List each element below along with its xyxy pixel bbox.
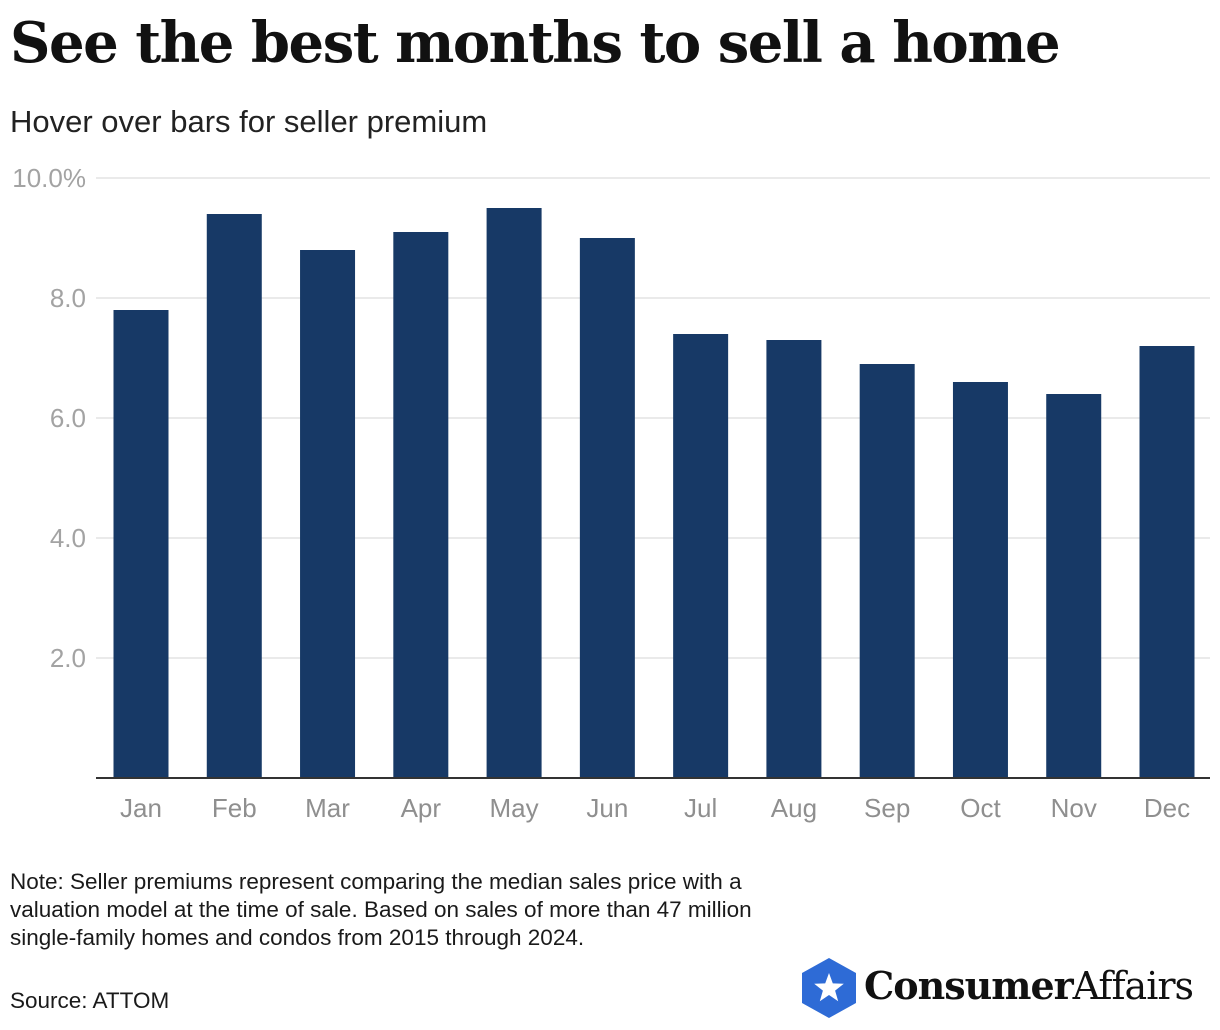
- brand-logo: ConsumerAffairs: [800, 955, 1215, 1021]
- y-tick-label: 10.0%: [12, 163, 86, 193]
- bar-may[interactable]: May: 9.5%: [486, 208, 542, 778]
- bar-oct[interactable]: Oct: 6.6%: [952, 382, 1008, 778]
- bars: Jan: 7.8% Feb: 9.4% Mar: 8.8% Apr: 9.1% May:…: [113, 208, 1195, 778]
- bar-nov[interactable]: Nov: 6.4%: [1046, 394, 1102, 778]
- chart-title: See the best months to sell a home: [10, 10, 1061, 76]
- footnote: Note: Seller premiums represent comparin…: [10, 869, 752, 950]
- x-tick-label: Aug: [771, 793, 817, 823]
- x-tick-label: Oct: [960, 793, 1001, 823]
- y-tick-label: 6.0: [50, 403, 86, 433]
- x-axis-labels: Jan Feb Mar Apr May Jun Jul Aug Sep Oct Nov Dec: [120, 793, 1190, 823]
- y-axis-labels: 2.0 4.0 6.0 8.0 10.0%: [12, 163, 86, 673]
- x-tick-label: Mar: [305, 793, 350, 823]
- y-tick-label: 4.0: [50, 523, 86, 553]
- x-tick-label: Sep: [864, 793, 910, 823]
- x-tick-label: Jun: [586, 793, 628, 823]
- chart-subtitle: Hover over bars for seller premium: [10, 104, 488, 139]
- bar-chart: 2.0 4.0 6.0 8.0 10.0% Jan: 7.8% Feb: 9.4% Mar:…: [12, 163, 1210, 823]
- bar-jul[interactable]: Jul: 7.4%: [673, 334, 729, 778]
- x-tick-label: Feb: [212, 793, 257, 823]
- bar-dec[interactable]: Dec: 7.2%: [1139, 346, 1195, 778]
- brand-wordmark-bold: Consumer: [864, 963, 1074, 1008]
- x-tick-label: Jul: [684, 793, 717, 823]
- bar-sep[interactable]: Sep: 6.9%: [859, 364, 915, 778]
- x-tick-label: Jan: [120, 793, 162, 823]
- x-tick-label: May: [490, 793, 539, 823]
- bar-mar[interactable]: Mar: 8.8%: [300, 250, 356, 778]
- x-tick-label: Nov: [1051, 793, 1097, 823]
- y-tick-label: 2.0: [50, 643, 86, 673]
- bar-feb[interactable]: Feb: 9.4%: [206, 214, 262, 778]
- star-shield-icon: [802, 958, 856, 1018]
- brand-wordmark-regular: Affairs: [1072, 964, 1194, 1008]
- bar-jan[interactable]: Jan: 7.8%: [113, 310, 169, 778]
- bar-aug[interactable]: Aug: 7.3%: [766, 340, 822, 778]
- bar-jun[interactable]: Jun: 9.0%: [579, 238, 635, 778]
- x-tick-label: Apr: [401, 793, 442, 823]
- x-tick-label: Dec: [1144, 793, 1190, 823]
- bar-apr[interactable]: Apr: 9.1%: [393, 232, 449, 778]
- brand-wordmark: ConsumerAffairs: [864, 963, 1194, 1008]
- gridlines: [96, 177, 1210, 659]
- source-line: Source: ATTOM: [10, 988, 170, 1013]
- y-tick-label: 8.0: [50, 283, 86, 313]
